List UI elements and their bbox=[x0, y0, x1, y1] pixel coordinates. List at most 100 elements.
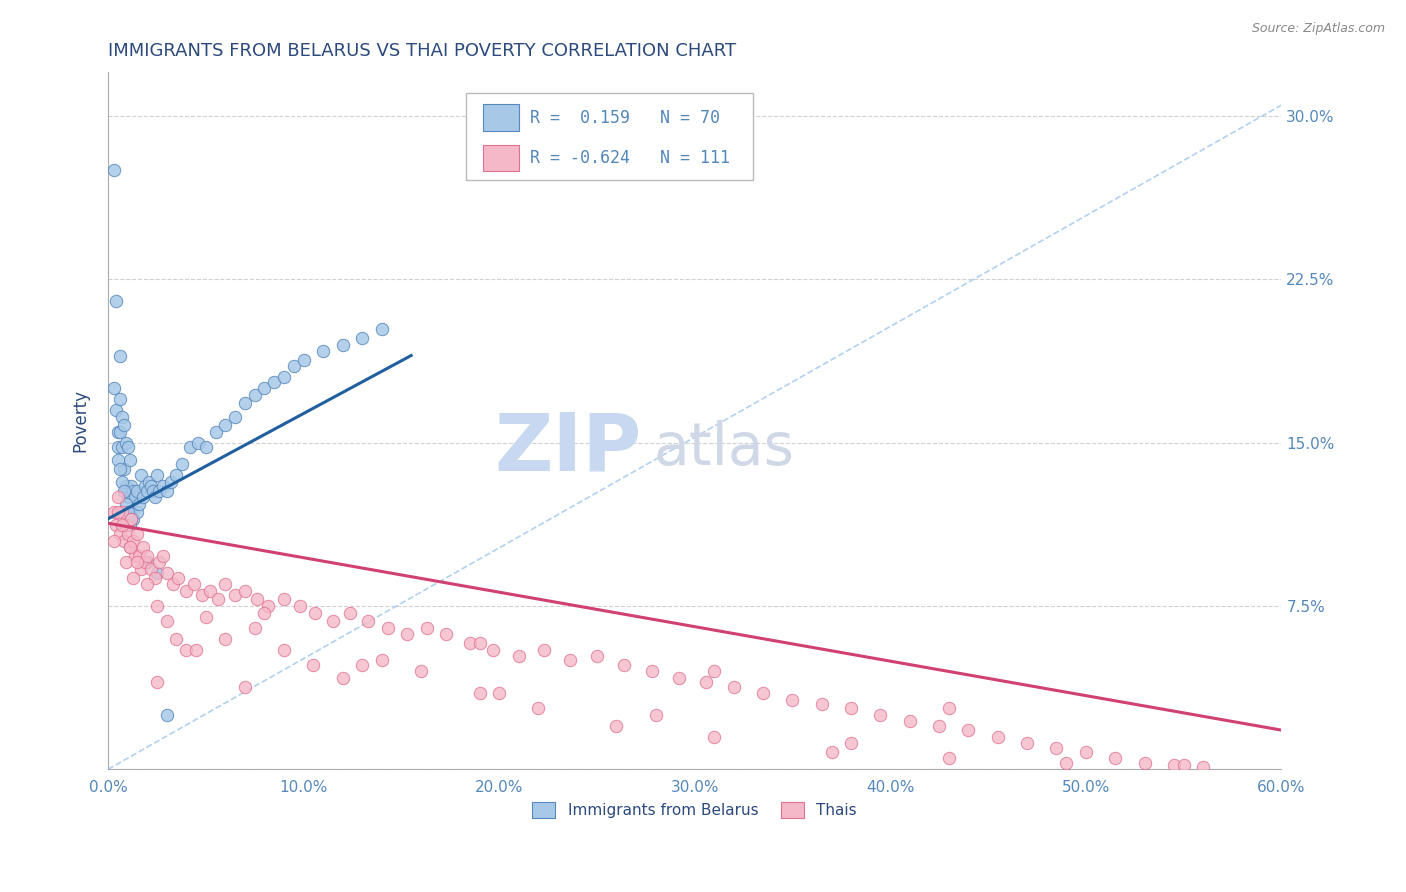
Point bbox=[127, 505, 149, 519]
Point bbox=[172, 458, 194, 472]
Point bbox=[117, 505, 139, 519]
Point bbox=[752, 686, 775, 700]
Point bbox=[488, 686, 510, 700]
Point bbox=[114, 518, 136, 533]
Point bbox=[134, 556, 156, 570]
Point bbox=[304, 606, 326, 620]
Point bbox=[214, 632, 236, 646]
Point bbox=[409, 665, 432, 679]
Point bbox=[703, 730, 725, 744]
Point bbox=[117, 490, 139, 504]
Point bbox=[644, 707, 666, 722]
Point bbox=[148, 556, 170, 570]
Point bbox=[723, 680, 745, 694]
Point bbox=[132, 540, 155, 554]
Point bbox=[482, 642, 505, 657]
Point bbox=[118, 540, 141, 554]
Point bbox=[165, 468, 187, 483]
Point bbox=[839, 736, 862, 750]
Point bbox=[112, 418, 135, 433]
Point bbox=[357, 614, 380, 628]
Point bbox=[114, 497, 136, 511]
Point bbox=[134, 479, 156, 493]
Point bbox=[122, 483, 145, 498]
Point bbox=[468, 636, 491, 650]
Point bbox=[103, 163, 125, 178]
Point bbox=[128, 497, 150, 511]
Point bbox=[605, 719, 627, 733]
Point bbox=[118, 453, 141, 467]
Point bbox=[396, 627, 419, 641]
Point bbox=[107, 490, 129, 504]
Point bbox=[108, 425, 131, 439]
Point bbox=[586, 648, 609, 663]
Point bbox=[668, 671, 690, 685]
Point bbox=[139, 562, 162, 576]
Point bbox=[114, 556, 136, 570]
Point bbox=[146, 468, 169, 483]
Point bbox=[898, 714, 921, 729]
Point bbox=[143, 571, 166, 585]
Point bbox=[148, 483, 170, 498]
Point bbox=[108, 527, 131, 541]
Point bbox=[214, 577, 236, 591]
Point bbox=[127, 483, 149, 498]
Text: atlas: atlas bbox=[654, 420, 794, 477]
Point bbox=[143, 490, 166, 504]
Point bbox=[938, 751, 960, 765]
Point bbox=[820, 745, 842, 759]
Point bbox=[1054, 756, 1077, 770]
Point bbox=[103, 381, 125, 395]
Text: ZIP: ZIP bbox=[495, 409, 643, 488]
Point bbox=[117, 440, 139, 454]
Point bbox=[107, 505, 129, 519]
Point bbox=[112, 462, 135, 476]
Point bbox=[111, 409, 134, 424]
Point bbox=[938, 701, 960, 715]
Point bbox=[204, 425, 226, 439]
Text: R = -0.624   N = 111: R = -0.624 N = 111 bbox=[530, 149, 731, 167]
Point bbox=[194, 440, 217, 454]
Point bbox=[184, 642, 207, 657]
Point bbox=[152, 549, 174, 563]
Point bbox=[127, 556, 149, 570]
Point bbox=[146, 566, 169, 581]
Point bbox=[138, 475, 160, 489]
Point bbox=[613, 657, 636, 672]
Point bbox=[174, 642, 197, 657]
Point bbox=[174, 583, 197, 598]
Point bbox=[1074, 745, 1097, 759]
Point bbox=[127, 527, 149, 541]
Point bbox=[165, 632, 187, 646]
Point bbox=[695, 675, 717, 690]
Point bbox=[1045, 740, 1067, 755]
Point bbox=[156, 614, 179, 628]
Point bbox=[146, 599, 169, 613]
Point bbox=[246, 592, 269, 607]
Point bbox=[108, 462, 131, 476]
Point bbox=[104, 403, 127, 417]
Point bbox=[104, 294, 127, 309]
Point bbox=[987, 730, 1010, 744]
Point bbox=[112, 533, 135, 548]
Point bbox=[129, 562, 152, 576]
Point bbox=[1017, 736, 1039, 750]
Point bbox=[928, 719, 950, 733]
Point bbox=[108, 349, 131, 363]
Point bbox=[111, 440, 134, 454]
Point bbox=[371, 653, 394, 667]
Point bbox=[124, 490, 146, 504]
Point bbox=[288, 599, 311, 613]
Point bbox=[558, 653, 581, 667]
Point bbox=[224, 588, 246, 602]
Point bbox=[869, 707, 891, 722]
Point bbox=[122, 512, 145, 526]
Point bbox=[1192, 760, 1215, 774]
Bar bbox=[484, 145, 519, 171]
Point bbox=[136, 577, 159, 591]
Point bbox=[957, 723, 980, 738]
Point bbox=[322, 614, 344, 628]
Point bbox=[162, 577, 184, 591]
Point bbox=[782, 692, 804, 706]
Point bbox=[207, 592, 229, 607]
